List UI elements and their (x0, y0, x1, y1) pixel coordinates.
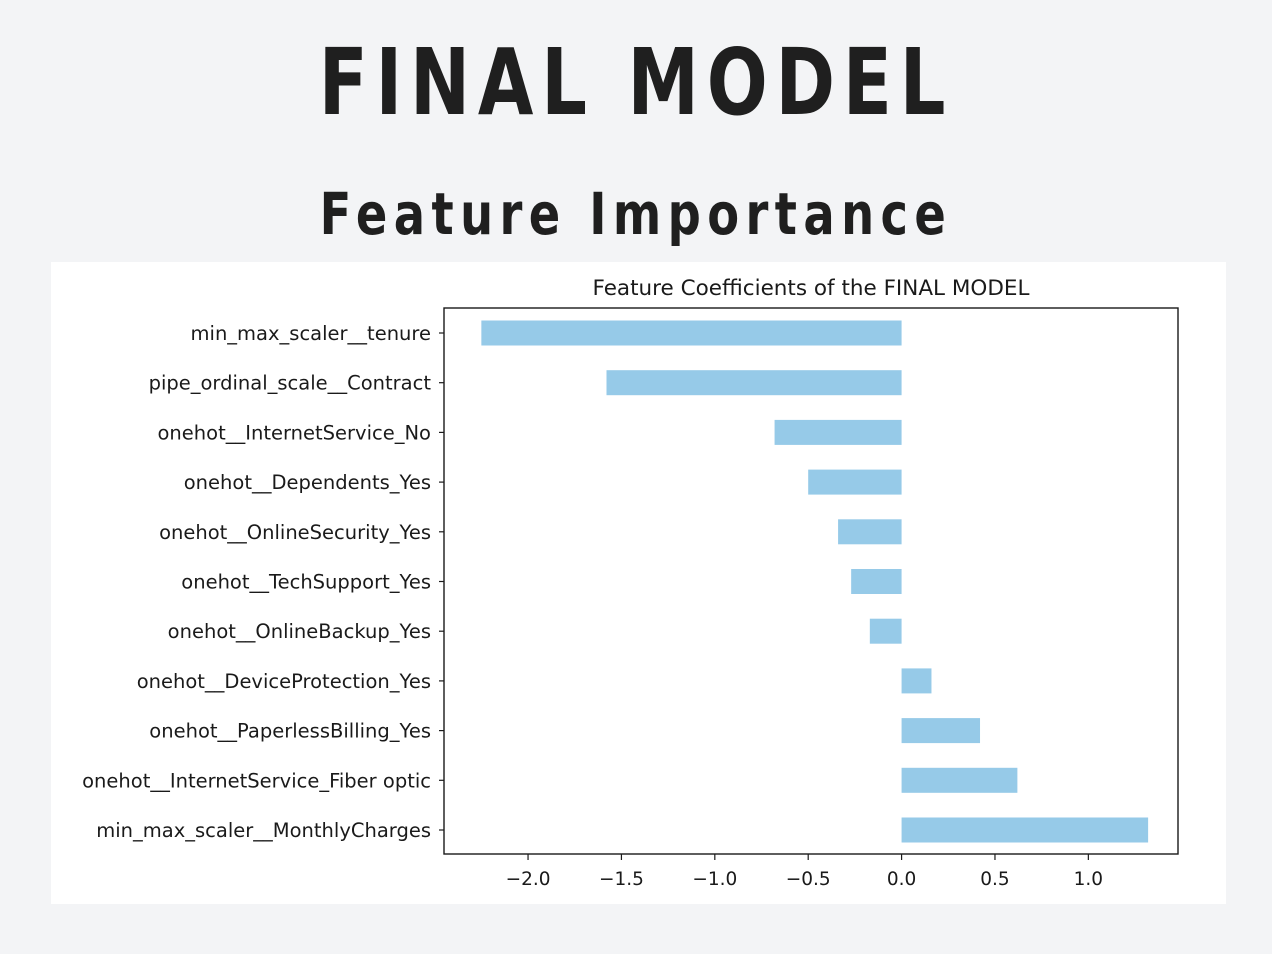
bar-onehot__PaperlessBilling_Yes (901, 718, 981, 744)
y-tick-label: onehot__OnlineSecurity_Yes (159, 521, 431, 544)
x-tick-label: 1.0 (1074, 869, 1103, 890)
x-tick-label: −1.0 (692, 869, 737, 890)
y-tick-label: onehot__Dependents_Yes (184, 471, 431, 494)
bar-onehot__InternetService_No (774, 419, 902, 445)
bar-onehot__InternetService_Fiber optic (901, 767, 1018, 793)
page-subtitle: Feature Importance (319, 180, 953, 248)
y-tick-label: onehot__TechSupport_Yes (181, 571, 431, 594)
x-tick-label: 0.0 (887, 869, 916, 890)
y-tick-label: onehot__InternetService_No (158, 421, 432, 444)
bar-pipe_ordinal_scale__Contract (606, 370, 902, 396)
bar-onehot__DeviceProtection_Yes (901, 668, 932, 694)
y-tick-label: onehot__DeviceProtection_Yes (137, 670, 431, 693)
page-title: FINAL MODEL (318, 29, 954, 136)
y-tick-label: min_max_scaler__tenure (191, 322, 431, 345)
bar-min_max_scaler__tenure (481, 320, 902, 346)
chart-title: Feature Coefficients of the FINAL MODEL (593, 276, 1030, 301)
y-tick-label: onehot__InternetService_Fiber optic (82, 769, 431, 792)
x-tick-label: −0.5 (786, 869, 831, 890)
y-tick-label: min_max_scaler__MonthlyCharges (96, 819, 431, 842)
x-tick-label: −2.0 (506, 869, 551, 890)
x-tick-label: −1.5 (599, 869, 644, 890)
bar-onehot__TechSupport_Yes (851, 569, 902, 594)
feature-coefficients-chart: Feature Coefficients of the FINAL MODEL … (82, 276, 1179, 890)
y-tick-label: onehot__OnlineBackup_Yes (168, 620, 431, 643)
bar-onehot__OnlineSecurity_Yes (838, 519, 902, 545)
chart-panel: Feature Coefficients of the FINAL MODEL … (51, 262, 1226, 904)
bar-min_max_scaler__MonthlyCharges (901, 817, 1149, 843)
y-tick-label: onehot__PaperlessBilling_Yes (149, 720, 431, 743)
plot-frame (443, 307, 1179, 855)
bar-onehot__Dependents_Yes (808, 469, 902, 495)
bar-onehot__OnlineBackup_Yes (869, 618, 902, 644)
y-tick-label: pipe_ordinal_scale__Contract (149, 372, 432, 395)
x-tick-label: 0.5 (980, 869, 1009, 890)
